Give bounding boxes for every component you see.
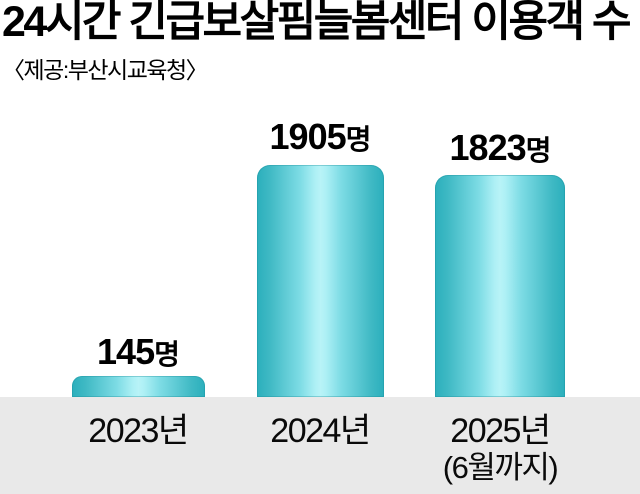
value-number-2025: 1823 — [449, 127, 527, 168]
category-sublabel-2025: (6월까지) — [442, 450, 559, 485]
value-number-2023: 145 — [97, 331, 155, 372]
source-credit: 〈제공:부산시교육청〉 — [2, 57, 209, 83]
value-label-2025: 1823명 — [420, 127, 580, 169]
chart-title: 24시간 긴급보살핌늘봄센터 이용객 수 — [2, 0, 632, 46]
category-label-2023: 2023년 — [88, 412, 189, 450]
category-label-2024: 2024년 — [270, 412, 371, 450]
bar-2025 — [435, 175, 565, 397]
value-number-2024: 1905 — [269, 116, 347, 157]
bar-2023 — [72, 376, 205, 397]
value-label-2023: 145명 — [58, 331, 218, 373]
value-unit-2025: 명 — [525, 135, 552, 166]
value-unit-2023: 명 — [154, 339, 180, 370]
value-unit-2024: 명 — [345, 124, 372, 155]
value-label-2024: 1905명 — [240, 116, 400, 158]
category-label-2025: 2025년 — [450, 412, 551, 450]
bar-2024 — [257, 165, 384, 397]
category-band — [0, 397, 640, 494]
